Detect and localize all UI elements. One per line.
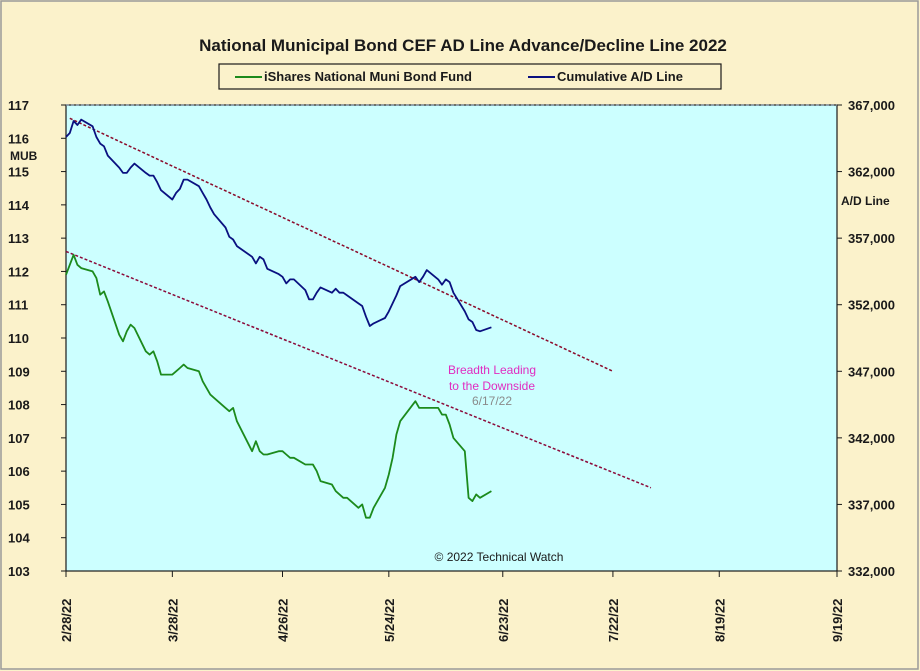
chart-marks: 117 116 115 114 113 112 111 110 109 108 107 106 105 1…: [8, 98, 895, 642]
left-tick-label: 116: [8, 131, 29, 146]
left-tick-label: 107: [8, 431, 30, 446]
right-tick-label: 347,000: [848, 364, 895, 379]
legend-label-ad-line: Cumulative A/D Line: [557, 69, 683, 84]
legend-box: [218, 63, 722, 90]
x-tick-label: 8/19/22: [712, 599, 727, 642]
plot-area: [65, 104, 838, 572]
left-tick-label: 115: [8, 165, 29, 180]
right-tick-label: 357,000: [848, 231, 895, 246]
left-tick-label: 109: [8, 364, 30, 379]
trendline: [65, 250, 652, 489]
legend: iShares National Muni Bond Fund Cumulati…: [218, 63, 722, 90]
x-tick-label: 7/22/22: [606, 599, 621, 642]
left-tick-label: 108: [8, 398, 30, 413]
series-line-fund: [65, 253, 492, 519]
left-axis-label: MUB: [10, 149, 38, 163]
x-tick-label: 2/28/22: [59, 599, 74, 642]
chart-title: National Municipal Bond CEF AD Line Adva…: [199, 36, 727, 55]
legend-label-fund: iShares National Muni Bond Fund: [264, 69, 472, 84]
annotation-line-2: to the Downside: [449, 379, 535, 393]
left-tick-label: 113: [8, 231, 29, 246]
x-tick-label: 4/26/22: [275, 599, 290, 642]
left-tick-label: 106: [8, 464, 30, 479]
left-tick-label: 110: [8, 331, 29, 346]
right-tick-label: 342,000: [848, 431, 895, 446]
right-tick-label: 337,000: [848, 497, 895, 512]
left-tick-label: 104: [8, 531, 30, 546]
left-tick-label: 105: [8, 497, 30, 512]
left-tick-label: 103: [8, 564, 30, 579]
x-tick-label: 9/19/22: [830, 599, 845, 642]
annotation-line-1: Breadth Leading: [448, 363, 536, 377]
left-tick-label: 111: [8, 298, 28, 313]
annotation-date: 6/17/22: [472, 394, 512, 408]
left-tick-label: 114: [8, 198, 30, 213]
right-tick-label: 352,000: [848, 298, 895, 313]
right-tick-label: 332,000: [848, 564, 895, 579]
left-tick-label: 112: [8, 264, 29, 279]
x-tick-label: 5/24/22: [382, 599, 397, 642]
right-axis-label: A/D Line: [841, 194, 890, 208]
series-line-ad: [65, 118, 492, 333]
left-tick-label: 117: [8, 98, 29, 113]
x-tick-label: 3/28/22: [165, 599, 180, 642]
copyright-label: © 2022 Technical Watch: [435, 550, 564, 564]
x-tick-label: 6/23/22: [496, 599, 511, 642]
right-tick-label: 367,000: [848, 98, 895, 113]
right-tick-label: 362,000: [848, 165, 895, 180]
